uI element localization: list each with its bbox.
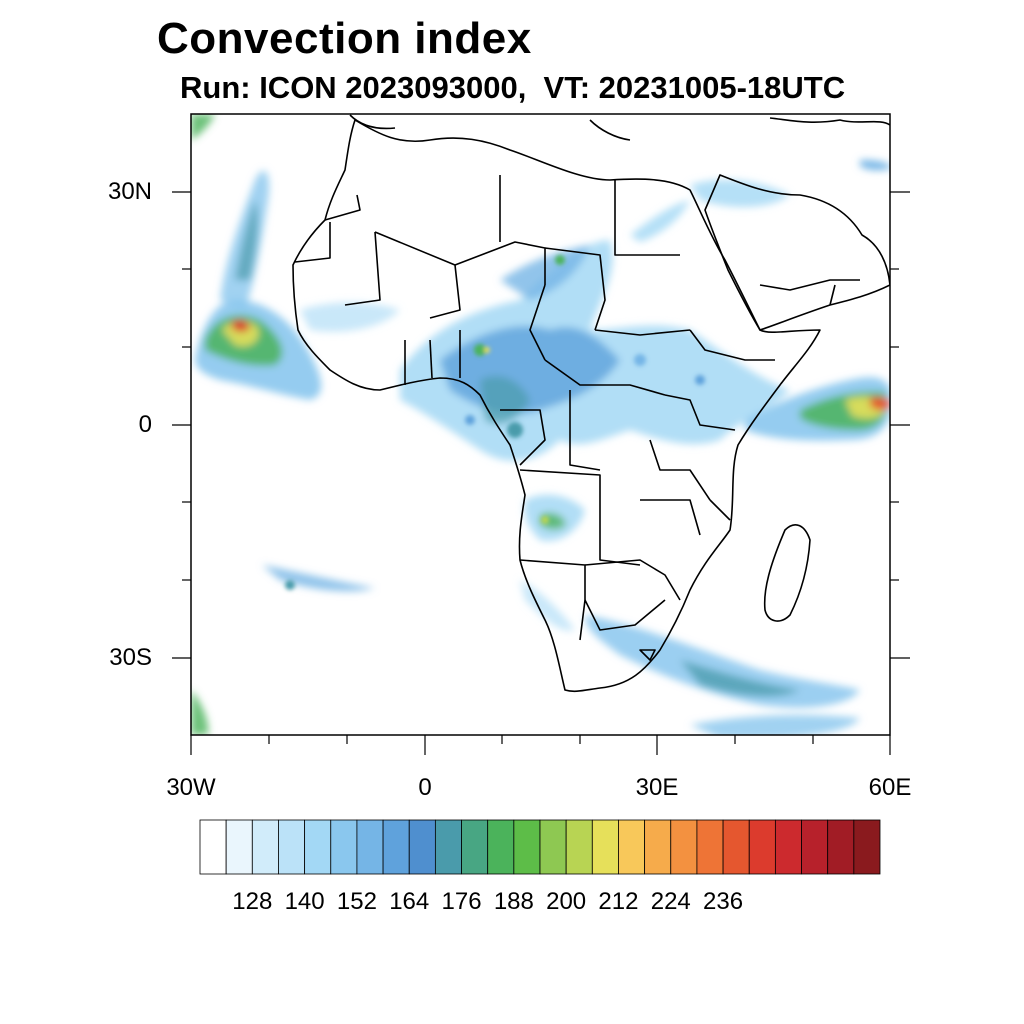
convection-field bbox=[191, 114, 890, 735]
colorbar-label: 152 bbox=[336, 888, 377, 915]
colorbar-label: 164 bbox=[389, 888, 430, 915]
colorbar-box bbox=[278, 819, 306, 875]
colorbar-box bbox=[199, 819, 227, 875]
lon-label-30e: 30E bbox=[635, 774, 679, 801]
colorbar-box bbox=[774, 819, 802, 875]
colorbar-box bbox=[591, 819, 619, 875]
colorbar-box bbox=[722, 819, 750, 875]
colorbar-box bbox=[330, 819, 358, 875]
lat-label-0: 0 bbox=[138, 411, 152, 438]
colorbar-box bbox=[748, 819, 776, 875]
colorbar-label: 128 bbox=[232, 888, 273, 915]
colorbar-label: 188 bbox=[493, 888, 534, 915]
colorbar-label: 212 bbox=[598, 888, 639, 915]
map-subtitle: Run: ICON 2023093000, VT: 20231005-18UTC bbox=[180, 70, 846, 105]
colorbar-box bbox=[356, 819, 384, 875]
colorbar-box bbox=[853, 819, 881, 875]
colorbar-box bbox=[434, 819, 462, 875]
colorbar-box bbox=[513, 819, 541, 875]
colorbar-label: 140 bbox=[284, 888, 325, 915]
colorbar-box bbox=[382, 819, 410, 875]
colorbar-box bbox=[539, 819, 567, 875]
colorbar-box bbox=[618, 819, 646, 875]
map-title: Convection index bbox=[157, 14, 532, 63]
colorbar-box bbox=[827, 819, 855, 875]
colorbar-box bbox=[408, 819, 436, 875]
colorbar-box bbox=[670, 819, 698, 875]
lat-label-30n: 30N bbox=[107, 178, 152, 205]
colorbar-box bbox=[696, 819, 724, 875]
colorbar bbox=[199, 819, 881, 875]
colorbar-label: 176 bbox=[441, 888, 482, 915]
colorbar-box bbox=[304, 819, 332, 875]
colorbar-box bbox=[461, 819, 489, 875]
colorbar-box bbox=[251, 819, 279, 875]
lat-label-30s: 30S bbox=[109, 644, 152, 671]
lon-label-60e: 60E bbox=[868, 774, 912, 801]
colorbar-label: 236 bbox=[703, 888, 744, 915]
colorbar-box bbox=[644, 819, 672, 875]
convection-speckles bbox=[285, 255, 705, 590]
colorbar-box bbox=[565, 819, 593, 875]
lon-label-0: 0 bbox=[418, 774, 432, 801]
axis-ticks bbox=[172, 191, 910, 755]
coastlines-and-borders bbox=[292, 114, 890, 693]
colorbar-label: 200 bbox=[546, 888, 587, 915]
colorbar-box bbox=[487, 819, 515, 875]
colorbar-label: 224 bbox=[650, 888, 691, 915]
colorbar-box bbox=[225, 819, 253, 875]
lon-label-30w: 30W bbox=[166, 774, 216, 801]
colorbar-box bbox=[801, 819, 829, 875]
